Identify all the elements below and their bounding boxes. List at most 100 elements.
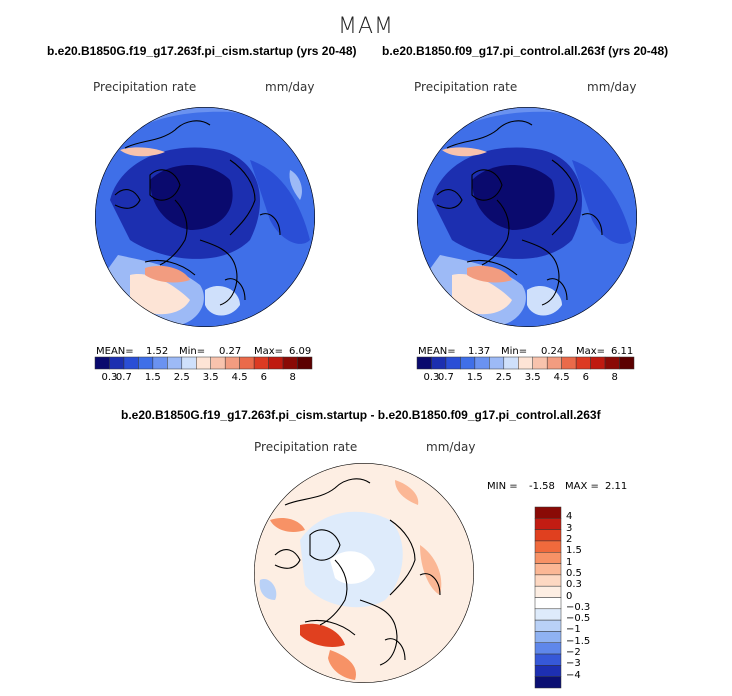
colorbar-tick-label: 0.7 [437,372,454,383]
difference-max-value: 2.11 [605,481,628,492]
colorbar-tick-label: 1 [566,556,573,568]
colorbar-swatch [94,356,110,370]
right-mean-label: MEAN= [418,346,456,357]
colorbar-tick-label: 2 [566,533,573,545]
colorbar-swatch [210,356,226,370]
right-colorbar [416,356,635,370]
colorbar-swatch [534,563,562,576]
right-case-title: b.e20.B1850.f09_g17.pi_control.all.263f … [382,44,669,58]
left-variable-label: Precipitation rate [93,80,197,94]
colorbar-swatch [167,356,183,370]
colorbar-swatch [253,356,269,370]
right-variable-label: Precipitation rate [414,80,518,94]
colorbar-swatch [297,356,313,370]
colorbar-swatch [534,665,562,677]
difference-units-label: mm/day [426,440,476,454]
left-polar-map [95,107,315,327]
colorbar-tick-label: 4.5 [231,372,248,383]
colorbar-swatch [534,506,562,519]
right-min-label: Min= [501,346,528,357]
colorbar-tick-label: −3 [566,658,581,670]
difference-variable-label: Precipitation rate [254,440,358,454]
colorbar-swatch [532,356,548,370]
colorbar-tick-label: −0.3 [566,601,591,613]
right-max-value: 6.11 [611,346,634,357]
colorbar-tick-label: 3 [566,522,573,534]
left-mean-value: 1.52 [146,346,169,357]
colorbar-tick-label: 2.5 [495,372,512,383]
difference-case-title: b.e20.B1850G.f19_g17.263f.pi_cism.startu… [121,408,601,422]
colorbar-tick-label: 0.3 [101,372,118,383]
colorbar-tick-label: 8 [611,372,618,383]
colorbar-swatch [489,356,505,370]
colorbar-tick-label: −1 [566,624,581,636]
colorbar-tick-label: 2.5 [173,372,190,383]
colorbar-tick-label: 0.7 [115,372,132,383]
right-max-label: Max= [576,346,606,357]
colorbar-swatch [534,676,562,689]
colorbar-tick-label: 1.5 [566,545,582,557]
colorbar-tick-label: 6 [260,372,267,383]
colorbar-swatch [534,529,562,542]
figure-title: MAM [337,14,394,39]
colorbar-swatch [590,356,606,370]
colorbar-tick-label: 4.5 [553,372,570,383]
colorbar-swatch [224,356,240,370]
colorbar-swatch [460,356,476,370]
colorbar-swatch [109,356,125,370]
colorbar-tick-label: −1.5 [566,635,591,647]
colorbar-swatch [534,642,562,655]
colorbar-swatch [561,356,577,370]
colorbar-swatch [503,356,519,370]
left-colorbar [94,356,313,370]
colorbar-swatch [534,619,562,632]
colorbar-tick-label: −2 [566,647,581,659]
colorbar-swatch [534,597,562,610]
left-case-title: b.e20.B1850G.f19_g17.263f.pi_cism.startu… [47,44,357,58]
colorbar-swatch [534,574,562,587]
difference-min-value: -1.58 [529,481,555,492]
colorbar-tick-label: −0.5 [566,613,591,625]
colorbar-swatch [575,356,591,370]
colorbar-swatch [431,356,447,370]
colorbar-tick-label: 4 [566,511,573,523]
colorbar-tick-label: 0.5 [566,567,582,579]
colorbar-swatch [239,356,255,370]
colorbar-swatch [123,356,139,370]
left-max-value: 6.09 [289,346,312,357]
difference-min-label: MIN = [487,481,518,492]
colorbar-tick-label: 8 [289,372,296,383]
colorbar-swatch [534,552,562,564]
colorbar-swatch [534,653,562,666]
colorbar-swatch [282,356,298,370]
colorbar-tick-label: 3.5 [202,372,219,383]
right-min-value: 0.24 [541,346,564,357]
colorbar-swatch [268,356,284,370]
colorbar-swatch [181,356,197,370]
colorbar-swatch [604,356,620,370]
difference-polar-map [254,463,474,683]
colorbar-swatch [474,356,490,370]
colorbar-tick-label: 1.5 [144,372,161,383]
colorbar-swatch [152,356,168,370]
colorbar-tick-label: −4 [566,669,581,681]
colorbar-swatch [534,631,562,643]
left-max-label: Max= [254,346,284,357]
colorbar-tick-label: 0.3 [423,372,440,383]
colorbar-swatch [196,356,211,370]
colorbar-tick-label: 0 [566,590,573,602]
left-min-value: 0.27 [219,346,242,357]
colorbar-tick-label: 1.5 [466,372,483,383]
colorbar-swatch [534,608,562,621]
colorbar-tick-label: 3.5 [524,372,541,383]
right-polar-map [417,107,637,327]
colorbar-tick-label: 0.3 [566,579,582,591]
difference-max-label: MAX = [565,481,599,492]
colorbar-swatch [138,356,154,370]
colorbar-swatch [534,518,562,530]
difference-colorbar [534,506,562,689]
right-mean-value: 1.37 [468,346,491,357]
left-units-label: mm/day [265,80,315,94]
left-min-label: Min= [179,346,206,357]
